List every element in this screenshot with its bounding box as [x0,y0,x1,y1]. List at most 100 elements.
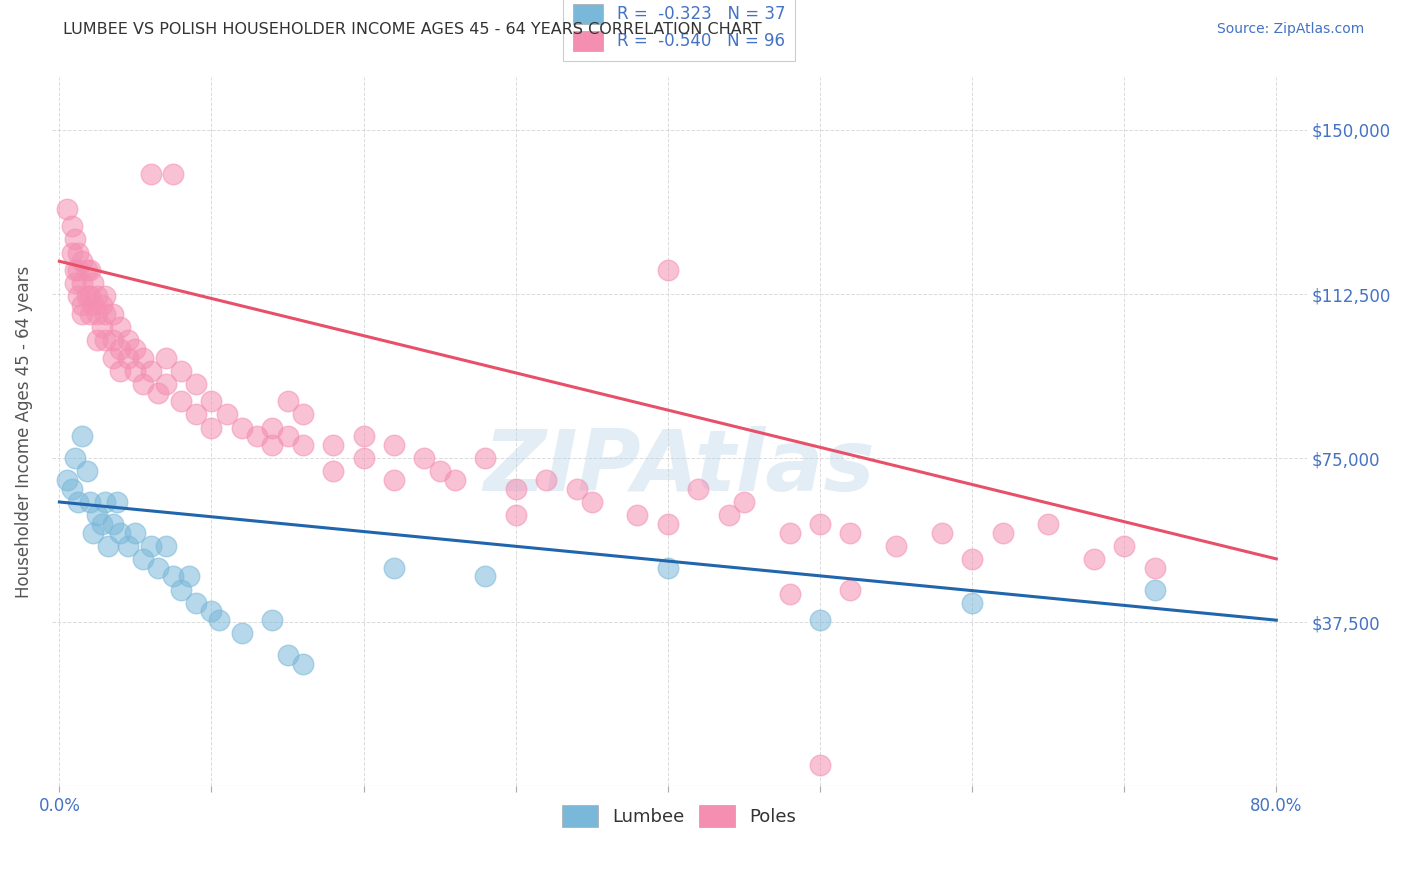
Point [200,604,222,618]
Point [132,552,155,566]
Point [132,351,155,365]
Point [82,276,104,290]
Point [186,596,208,610]
Point [208,613,231,627]
Point [70,298,93,312]
Point [246,429,269,443]
Point [108,319,131,334]
Point [657,560,679,574]
Point [101,516,124,531]
Point [231,626,253,640]
Point [94,333,117,347]
Point [733,495,755,509]
Point [262,420,284,434]
Point [86,289,108,303]
Point [429,464,451,478]
Point [63,232,86,246]
Point [382,438,405,452]
Point [779,587,801,601]
Point [991,525,1014,540]
Point [94,307,117,321]
Point [162,167,184,181]
Point [70,307,93,321]
Text: Source: ZipAtlas.com: Source: ZipAtlas.com [1216,22,1364,37]
Point [291,657,314,671]
Point [657,516,679,531]
Point [444,473,467,487]
Point [808,613,831,627]
Point [124,342,146,356]
Point [76,464,98,478]
Point [117,539,139,553]
Point [808,516,831,531]
Point [139,539,162,553]
Point [63,263,86,277]
Point [839,582,862,597]
Point [277,648,299,663]
Point [277,429,299,443]
Point [124,364,146,378]
Point [565,482,588,496]
Point [91,319,114,334]
Point [70,254,93,268]
Point [291,438,314,452]
Point [63,451,86,466]
Point [353,429,375,443]
Point [382,473,405,487]
Point [413,451,436,466]
Point [960,596,983,610]
Point [132,376,155,391]
Point [322,464,344,478]
Point [101,351,124,365]
Y-axis label: Householder Income Ages 45 - 64 years: Householder Income Ages 45 - 64 years [15,266,32,598]
Point [79,307,101,321]
Point [884,539,907,553]
Point [155,376,177,391]
Point [353,451,375,466]
Point [94,289,117,303]
Point [63,276,86,290]
Point [139,364,162,378]
Point [148,560,170,574]
Point [91,516,114,531]
Point [1143,560,1166,574]
Point [581,495,603,509]
Point [231,420,253,434]
Point [66,263,89,277]
Point [101,307,124,321]
Point [277,394,299,409]
Point [688,482,710,496]
Point [505,482,527,496]
Point [60,245,83,260]
Point [474,569,496,583]
Point [139,167,162,181]
Point [322,438,344,452]
Point [91,298,114,312]
Point [200,420,222,434]
Point [70,276,93,290]
Point [70,429,93,443]
Point [56,473,79,487]
Point [170,394,193,409]
Point [960,552,983,566]
Point [56,202,79,216]
Point [76,289,98,303]
Point [86,333,108,347]
Point [108,342,131,356]
Point [124,525,146,540]
Point [186,376,208,391]
Point [186,408,208,422]
Point [108,364,131,378]
Point [82,525,104,540]
Point [291,408,314,422]
Point [86,307,108,321]
Point [79,263,101,277]
Point [76,263,98,277]
Point [155,351,177,365]
Point [162,569,184,583]
Point [382,560,405,574]
Point [101,333,124,347]
Point [82,298,104,312]
Point [626,508,648,522]
Point [200,394,222,409]
